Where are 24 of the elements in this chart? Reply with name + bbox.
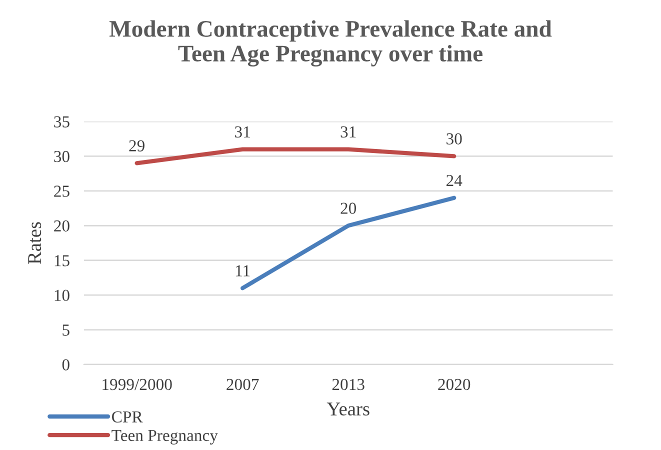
data-label: 20 [340, 202, 356, 214]
y-tick-label: 10 [54, 290, 70, 302]
data-label: 11 [236, 265, 250, 276]
x-tick-label: 2007 [226, 378, 259, 390]
x-tick-label: 1999/2000 [102, 378, 172, 390]
x-tick-label: 2013 [332, 378, 364, 390]
y-tick-label: 15 [54, 255, 70, 266]
chart-title: Modern Contraceptive Prevalence Rate and Teen Age Pregnancy over time [109, 20, 552, 67]
data-label: 31 [340, 126, 356, 138]
y-tick-label: 0 [62, 359, 70, 370]
x-tick-label: 2020 [438, 378, 470, 390]
data-label: 24 [446, 174, 462, 186]
data-label: 31 [235, 126, 250, 138]
y-axis-title: Rates [28, 222, 42, 264]
y-tick-label: 25 [54, 186, 70, 197]
legend-label: CPR [112, 411, 143, 423]
data-label: 29 [129, 140, 144, 152]
y-tick-label: 35 [54, 116, 70, 128]
y-tick-label: 5 [62, 324, 70, 336]
data-label: 30 [446, 133, 462, 144]
legend-label: Teen Pregnancy [112, 430, 218, 444]
x-axis-title: Years [326, 402, 370, 416]
y-tick-label: 30 [54, 150, 70, 162]
y-tick-label: 20 [54, 220, 70, 232]
